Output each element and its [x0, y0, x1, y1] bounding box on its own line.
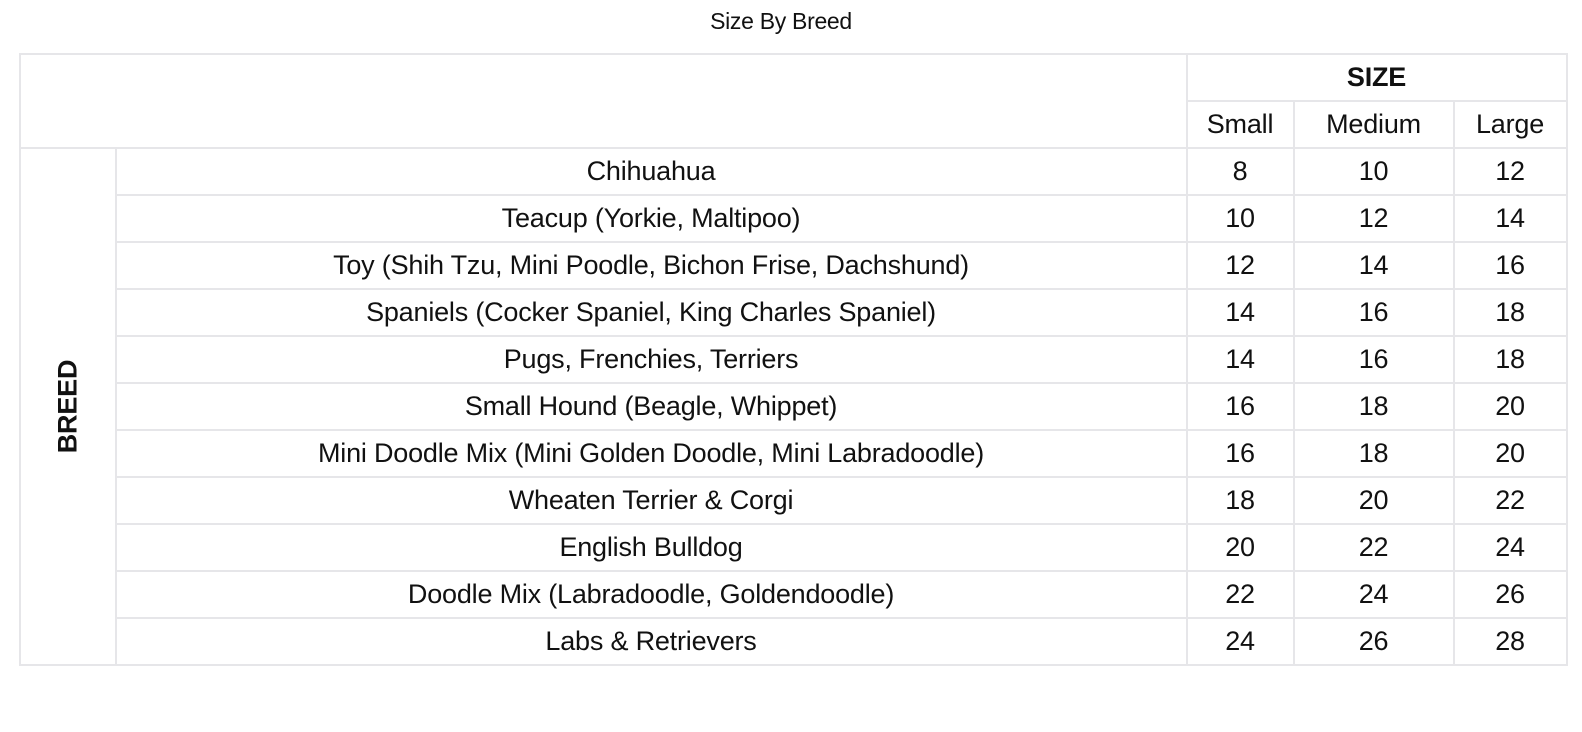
size-value-cell: 22: [1452, 476, 1568, 525]
size-value-cell: 24: [1452, 523, 1568, 572]
size-value-cell: 12: [1185, 241, 1295, 290]
size-value-cell: 8: [1185, 147, 1295, 196]
table-row: Wheaten Terrier & Corgi 18 20 22: [20, 476, 1568, 525]
size-value-cell: 18: [1185, 476, 1295, 525]
table-row: Toy (Shih Tzu, Mini Poodle, Bichon Frise…: [20, 241, 1568, 290]
size-value-cell: 22: [1292, 523, 1455, 572]
column-header-large: Large: [1452, 100, 1568, 149]
table-row: Labs & Retrievers 24 26 28: [20, 617, 1568, 666]
size-value-cell: 24: [1185, 617, 1295, 666]
table-title: Size By Breed: [710, 8, 852, 34]
table-row: Doodle Mix (Labradoodle, Goldendoodle) 22…: [20, 570, 1568, 619]
size-by-breed-table: SIZE Small Medium Large BREED Chihuahua 8 1…: [19, 53, 1568, 666]
table-row: BREED Chihuahua 8 10 12: [19, 147, 1568, 666]
size-value-cell: 14: [1185, 335, 1295, 384]
size-value-cell: 14: [1292, 241, 1455, 290]
size-value-cell: 20: [1185, 523, 1295, 572]
table-row: Pugs, Frenchies, Terriers 14 16 18: [20, 335, 1568, 384]
breed-cell: Labs & Retrievers: [114, 617, 1188, 666]
size-value-cell: 12: [1452, 147, 1568, 196]
size-value-cell: 16: [1185, 382, 1295, 431]
table-row: Teacup (Yorkie, Maltipoo) 10 12 14: [20, 194, 1568, 243]
size-value-cell: 26: [1452, 570, 1568, 619]
breed-cell: Doodle Mix (Labradoodle, Goldendoodle): [114, 570, 1188, 619]
breed-cell: Wheaten Terrier & Corgi: [114, 476, 1188, 525]
breed-cell: English Bulldog: [114, 523, 1188, 572]
size-value-cell: 20: [1452, 429, 1568, 478]
breed-cell: Pugs, Frenchies, Terriers: [114, 335, 1188, 384]
breed-group-header: BREED: [19, 147, 117, 666]
size-value-cell: 16: [1185, 429, 1295, 478]
size-value-cell: 20: [1292, 476, 1455, 525]
size-value-cell: 10: [1292, 147, 1455, 196]
size-value-cell: 16: [1292, 335, 1455, 384]
table-row: English Bulldog 20 22 24: [20, 523, 1568, 572]
size-value-cell: 18: [1452, 335, 1568, 384]
size-value-cell: 18: [1292, 429, 1455, 478]
column-header-medium: Medium: [1292, 100, 1455, 149]
table-row: Mini Doodle Mix (Mini Golden Doodle, Min…: [20, 429, 1568, 478]
size-value-cell: 16: [1292, 288, 1455, 337]
size-value-cell: 18: [1292, 382, 1455, 431]
size-value-cell: 12: [1292, 194, 1455, 243]
breed-cell: Spaniels (Cocker Spaniel, King Charles S…: [114, 288, 1188, 337]
size-value-cell: 22: [1185, 570, 1295, 619]
size-value-cell: 24: [1292, 570, 1455, 619]
table-row: Spaniels (Cocker Spaniel, King Charles S…: [20, 288, 1568, 337]
size-value-cell: 28: [1452, 617, 1568, 666]
size-group-header: SIZE: [1185, 53, 1568, 102]
size-value-cell: 26: [1292, 617, 1455, 666]
size-value-cell: 14: [1452, 194, 1568, 243]
column-header-small: Small: [1185, 100, 1295, 149]
breed-cell: Small Hound (Beagle, Whippet): [114, 382, 1188, 431]
size-value-cell: 16: [1452, 241, 1568, 290]
size-value-cell: 10: [1185, 194, 1295, 243]
table-row: Small Hound (Beagle, Whippet) 16 18 20: [20, 382, 1568, 431]
size-value-cell: 20: [1452, 382, 1568, 431]
breed-cell: Mini Doodle Mix (Mini Golden Doodle, Min…: [114, 429, 1188, 478]
breed-cell: Toy (Shih Tzu, Mini Poodle, Bichon Frise…: [114, 241, 1188, 290]
breed-group-label: BREED: [52, 359, 83, 454]
breed-cell: Chihuahua: [114, 147, 1188, 196]
size-value-cell: 14: [1185, 288, 1295, 337]
size-value-cell: 18: [1452, 288, 1568, 337]
corner-cell: [19, 53, 1188, 149]
breed-cell: Teacup (Yorkie, Maltipoo): [114, 194, 1188, 243]
